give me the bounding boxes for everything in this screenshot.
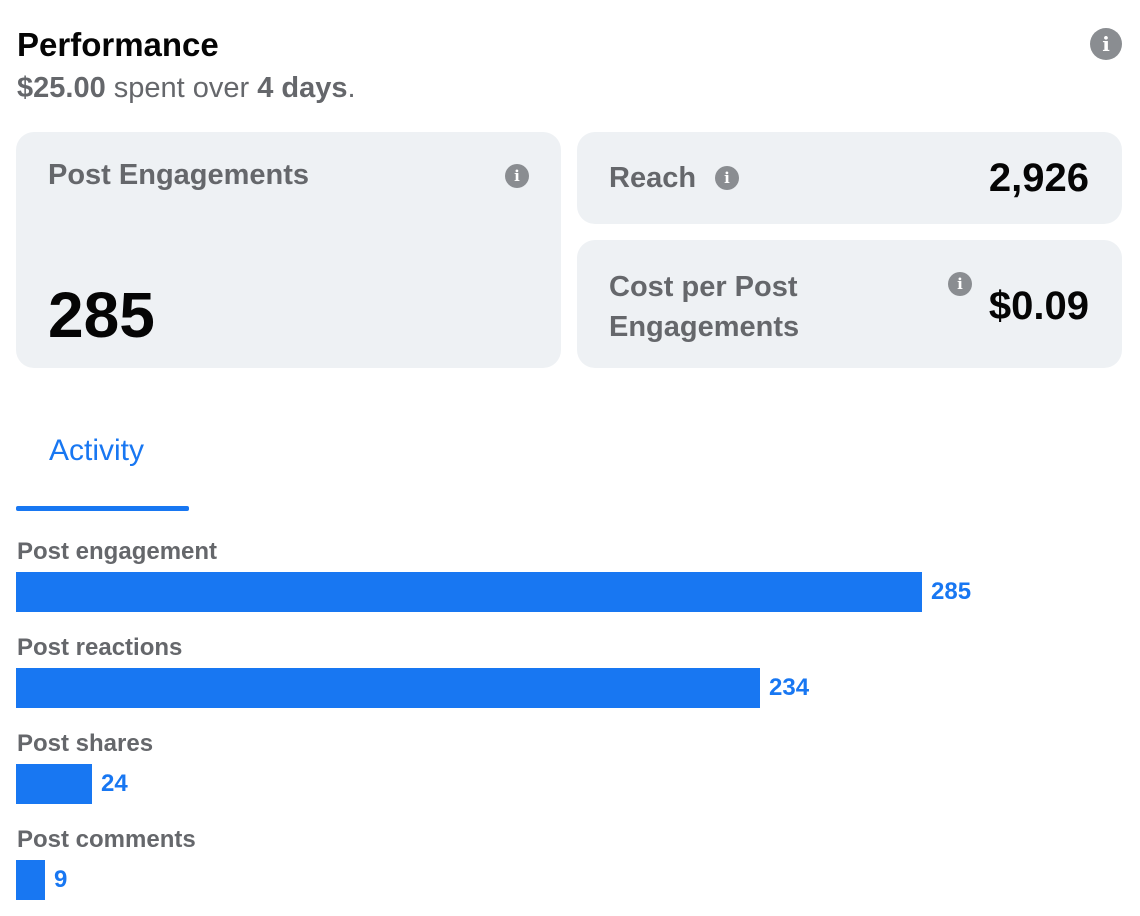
bar-value-post-shares: 24	[101, 770, 128, 797]
bar-label-post-engagement: Post engagement	[17, 538, 218, 565]
cost-per-engagement-value: $0.09	[988, 284, 1089, 328]
page-title: Performance	[17, 26, 219, 63]
bar-post-shares	[16, 764, 92, 804]
cost-info-icon[interactable]: i	[948, 272, 972, 296]
tab-activity[interactable]: Activity	[49, 434, 145, 467]
bar-value-post-comments: 9	[54, 866, 68, 893]
tab-activity-underline	[16, 506, 189, 511]
bar-label-post-reactions: Post reactions	[17, 634, 183, 661]
spent-amount: $25.00	[17, 72, 106, 104]
cost-label-line1: Cost per Post	[609, 271, 798, 303]
spend-summary: $25.00 spent over 4 days.	[17, 72, 356, 105]
cost-per-engagement-card: Cost per Post Engagements i $0.09	[577, 240, 1122, 368]
spent-end: .	[347, 72, 356, 104]
post-engagements-card: Post Engagements i 285	[16, 132, 561, 368]
bar-post-reactions	[16, 668, 760, 708]
bar-label-post-shares: Post shares	[17, 730, 154, 757]
post-engagements-info-icon[interactable]: i	[505, 164, 529, 188]
spent-middle: spent over	[105, 72, 258, 104]
bar-post-comments	[16, 860, 45, 900]
spent-days: 4 days	[257, 72, 348, 104]
performance-info-icon[interactable]: i	[1090, 28, 1122, 60]
cost-per-engagement-label: Cost per Post Engagements	[609, 267, 799, 347]
bar-label-post-comments: Post comments	[17, 826, 196, 853]
post-engagements-label: Post Engagements	[48, 159, 310, 191]
reach-value: 2,926	[988, 156, 1089, 200]
reach-info-icon[interactable]: i	[715, 166, 739, 190]
bar-value-post-reactions: 234	[769, 674, 810, 701]
post-engagements-value: 285	[48, 279, 155, 351]
reach-card: Reach i 2,926	[577, 132, 1122, 224]
bar-post-engagement	[16, 572, 922, 612]
cost-label-line2: Engagements	[609, 311, 800, 343]
bar-value-post-engagement: 285	[931, 578, 972, 605]
reach-label: Reach	[609, 162, 697, 194]
